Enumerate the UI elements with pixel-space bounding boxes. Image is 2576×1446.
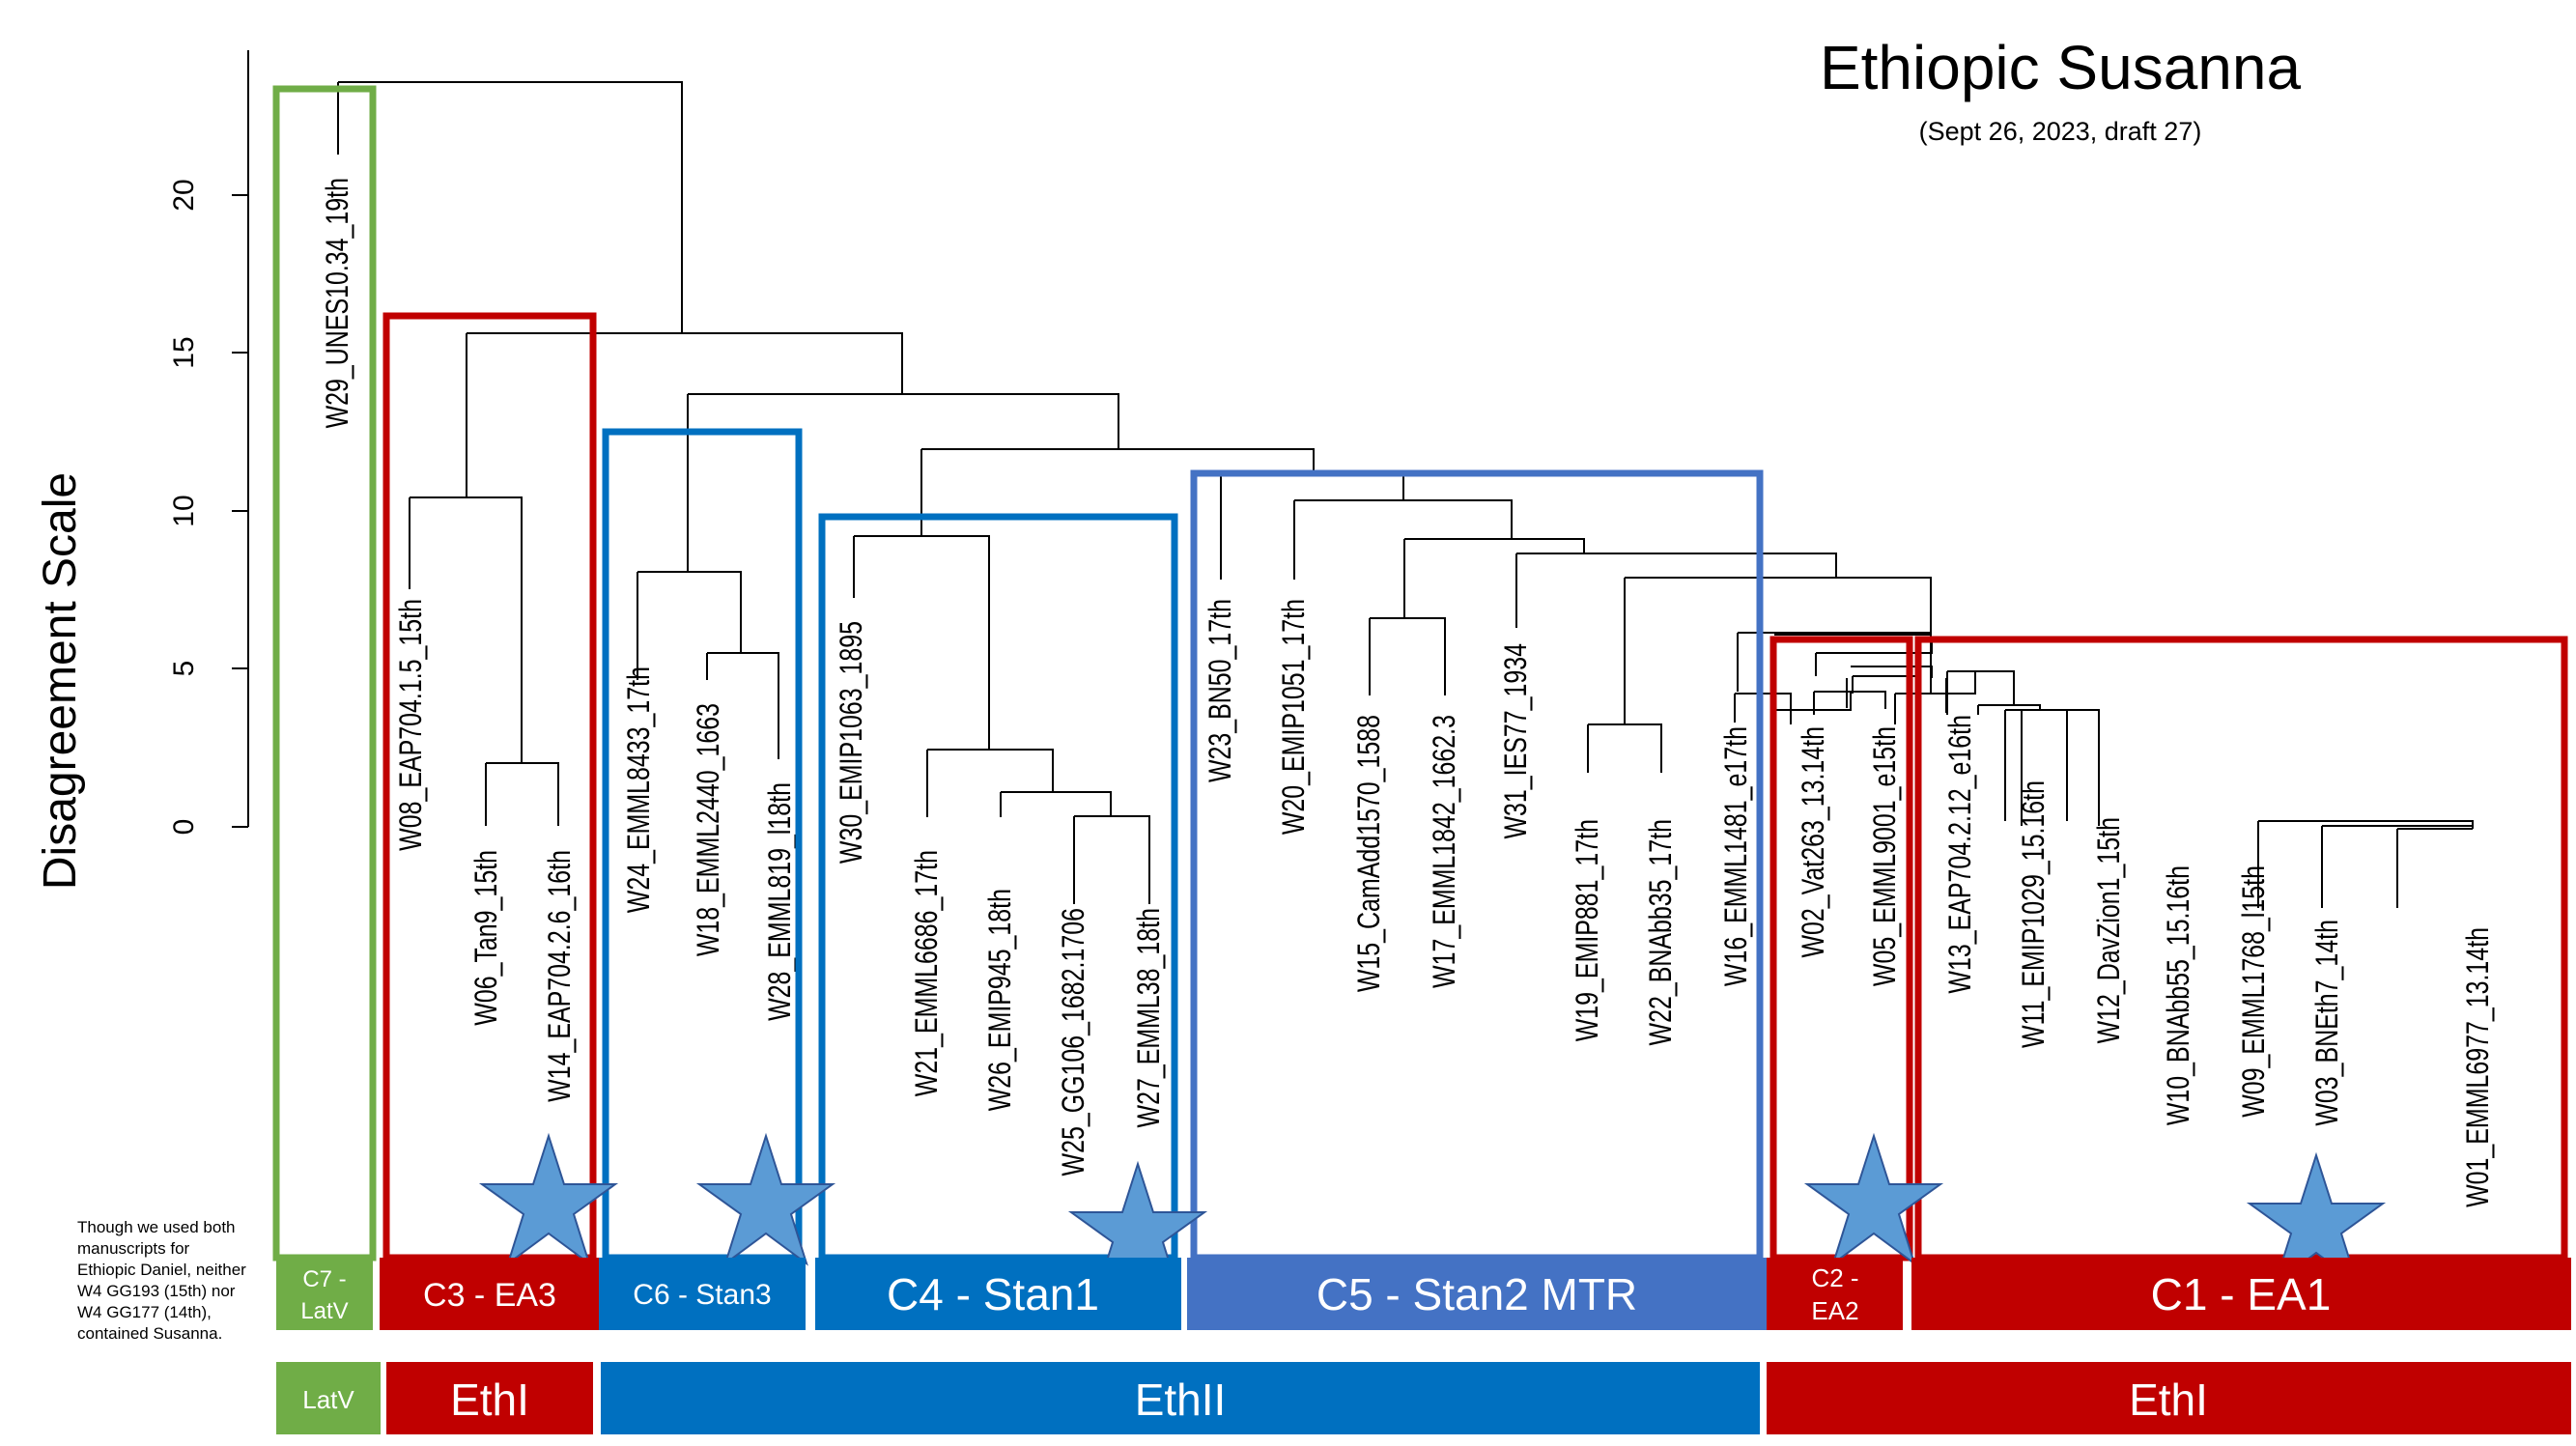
cluster-bar-c5 <box>1187 1258 1767 1330</box>
cluster-outlines <box>272 85 2568 1262</box>
leaf-label: W29_UNES10.34_19th <box>321 178 355 428</box>
y-axis <box>232 50 249 828</box>
leaf-label: W21_EMML6686_17th <box>910 850 945 1096</box>
group-label-ethi-left: EthI <box>450 1375 529 1425</box>
cluster-bar-c1 <box>1911 1258 2571 1330</box>
leaf-label: W26_EMIP945_18th <box>983 889 1018 1111</box>
leaf-label: W23_BN50_17th <box>1203 599 1238 782</box>
leaf-label: W18_EMML2440_1663 <box>692 703 726 956</box>
leaf-label: W08_EAP704.1.5_15th <box>394 599 429 851</box>
leaf-label: W30_EMIP1063_1895 <box>835 621 869 864</box>
leaf-label: W02_Vat263_13.14th <box>1797 726 1831 958</box>
tick-label-10: 10 <box>168 495 200 526</box>
leaf-label: W14_EAP704.2.6_16th <box>543 850 578 1102</box>
group-label-ethi-right: EthI <box>2129 1375 2208 1425</box>
cluster-label-c4: C4 - Stan1 <box>887 1269 1099 1319</box>
cluster-bar-c4 <box>815 1258 1181 1330</box>
leaf-label: W12_DavZion1_15th <box>2092 817 2127 1043</box>
leaf-label: W05_EMML9001_e15th <box>1868 726 1903 986</box>
group-bar-ethi-right <box>1767 1362 2571 1434</box>
tick-label-20: 20 <box>168 179 200 211</box>
star-icon <box>1803 1132 1944 1266</box>
leaf-label: W03_BNEth7_14th <box>2310 920 2345 1126</box>
cluster-bar-c6 <box>599 1258 806 1330</box>
cluster-label-c3: C3 - EA3 <box>423 1277 556 1314</box>
tick-label-5: 5 <box>168 661 200 677</box>
cluster-bars: C7 - LatV C3 - EA3 C6 - Stan3 C4 - Stan1… <box>276 1258 2571 1330</box>
group-label-latv: LatV <box>302 1385 354 1414</box>
leaf-label: W31_IES77_1934 <box>1499 643 1534 839</box>
leaf-label: W11_EMIP1029_15.16th <box>2017 780 2052 1048</box>
leaf-label: W09_EMML1768_l15th <box>2237 865 2272 1118</box>
leaf-label: W27_EMML38_18th <box>1132 908 1167 1127</box>
leaf-label: W16_EMML1481_e17th <box>1719 726 1754 986</box>
cluster-label-c1: C1 - EA1 <box>2151 1269 2332 1319</box>
cluster-label-c6: C6 - Stan3 <box>633 1279 771 1311</box>
leaf-label: W25_GG106_1682.1706 <box>1057 908 1091 1176</box>
tick-label-0: 0 <box>168 819 200 836</box>
cluster-label-c2-line2: EA2 <box>1811 1296 1858 1325</box>
group-bar-latv <box>276 1362 381 1434</box>
cluster-bar-c3 <box>380 1258 600 1330</box>
leaf-label: W20_EMIP1051_17th <box>1277 599 1312 835</box>
star-icon <box>695 1132 836 1266</box>
cluster-bar-c2 <box>1767 1258 1903 1330</box>
cluster-label-c7-line2: LatV <box>300 1298 348 1324</box>
group-bars: LatV EthI EthII EthI <box>276 1362 2571 1434</box>
leaf-label: W17_EMML1842_1662.3 <box>1428 715 1462 988</box>
leaf-label: W10_BNAbb55_15.16th <box>2162 865 2196 1125</box>
group-bar-ethii <box>601 1362 1760 1434</box>
cluster-label-c5: C5 - Stan2 MTR <box>1316 1269 1637 1319</box>
cluster-label-c7-line1: C7 - <box>302 1266 346 1292</box>
star-icon <box>478 1132 619 1266</box>
cluster-outline-c4 <box>818 513 1178 1262</box>
y-axis-label: Disagreement Scale <box>35 472 86 890</box>
figure-title: Ethiopic Susanna <box>1820 33 2302 102</box>
leaf-label: W22_BNAbb35_17th <box>1644 819 1679 1045</box>
leaf-label: W13_EAP704.2.12_e16th <box>1943 715 1978 994</box>
group-label-ethii: EthII <box>1135 1375 1227 1425</box>
star-icon <box>2246 1151 2387 1286</box>
footnote: Though we used both manuscripts for Ethi… <box>77 1218 246 1343</box>
leaf-labels: W29_UNES10.34_19th W08_EAP704.1.5_15th W… <box>321 178 2496 1207</box>
leaf-label: W15_CamAdd1570_1588 <box>1352 715 1387 992</box>
leaf-label: W19_EMIP881_17th <box>1571 819 1605 1041</box>
leaf-label: W06_Tan9_15th <box>469 850 504 1026</box>
leaf-label: W28_EMML819_l18th <box>763 782 798 1021</box>
cluster-label-c2-line1: C2 - <box>1811 1263 1858 1292</box>
leaf-label: W01_EMML6977_13.14th <box>2461 927 2496 1207</box>
leaf-label: W24_EMML8433_17th <box>622 666 657 913</box>
figure-subtitle: (Sept 26, 2023, draft 27) <box>1919 117 2202 146</box>
group-bar-ethi-left <box>386 1362 593 1434</box>
dendrogram-branches <box>337 81 2474 908</box>
y-axis-ticks: 0 5 10 15 20 <box>168 179 200 835</box>
cluster-bar-c7 <box>276 1258 373 1330</box>
tick-label-15: 15 <box>168 336 200 368</box>
